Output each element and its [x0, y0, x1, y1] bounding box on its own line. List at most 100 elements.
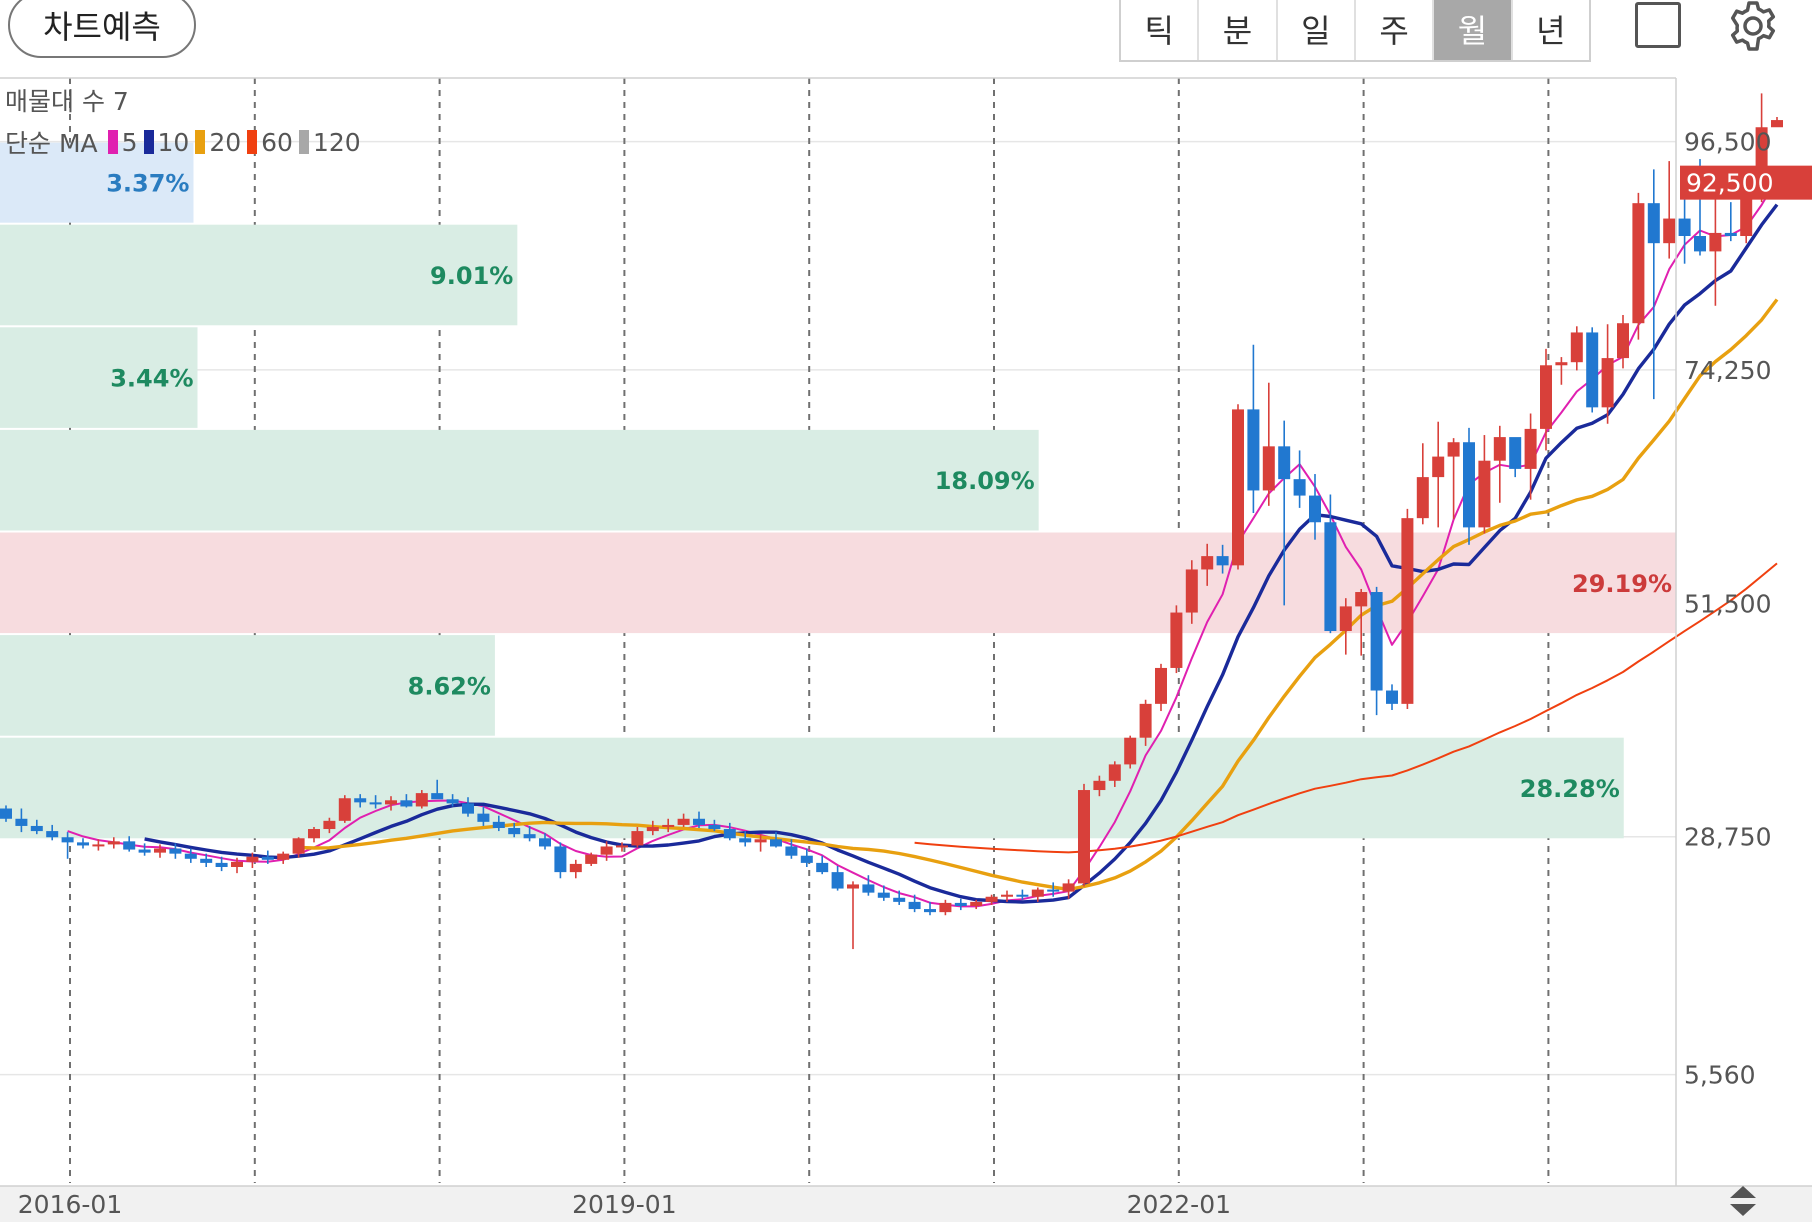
candle-body	[723, 829, 736, 839]
candle-body	[877, 892, 890, 898]
tab-period-tick[interactable]: 틱	[1121, 0, 1200, 60]
candle-body	[1663, 218, 1676, 244]
ma-line-60	[914, 562, 1778, 854]
candle-body	[785, 846, 798, 856]
fullscreen-icon[interactable]	[1635, 2, 1681, 48]
candle-body	[1216, 556, 1229, 566]
candle-body	[1478, 460, 1491, 528]
current-price-tag	[1680, 165, 1812, 200]
candle-body	[1047, 889, 1060, 892]
candle-body	[184, 853, 197, 859]
ma-legend-swatch	[143, 130, 154, 154]
volume-profile-bar	[0, 429, 1039, 531]
candle-body	[1232, 409, 1244, 566]
candle-body	[492, 821, 505, 829]
ma-legend-item-20[interactable]: 20	[195, 128, 241, 157]
tab-period-day[interactable]: 일	[1278, 0, 1356, 60]
ma-legend-swatch	[298, 130, 309, 154]
candle-body	[1355, 592, 1368, 607]
volume-profile-bar	[0, 224, 518, 326]
candle-body	[585, 854, 598, 864]
chart-predict-button[interactable]: 차트예측	[8, 0, 196, 58]
y-tick-label: 96,500	[1684, 128, 1771, 157]
candle-body	[400, 800, 413, 807]
period-tabs: 틱 분 일 주 월 년	[1119, 0, 1591, 62]
candle-body	[0, 808, 12, 819]
ma-legend-title: 단순 MA	[5, 129, 98, 158]
candle-body	[231, 861, 243, 867]
tab-period-week[interactable]: 주	[1356, 0, 1435, 60]
ma-legend-item-5[interactable]: 5	[107, 128, 138, 157]
candle-body	[1678, 218, 1691, 237]
candle-body	[893, 897, 906, 902]
candle-body	[1262, 446, 1275, 491]
updown-arrows-icon[interactable]	[1728, 1184, 1758, 1218]
candle-body	[1062, 883, 1075, 892]
candle-body	[246, 856, 259, 862]
candle-body	[1447, 442, 1460, 457]
y-tick-label: 74,250	[1684, 356, 1771, 385]
candle-body	[107, 841, 120, 845]
ma-line-10	[144, 203, 1779, 904]
volume-profile-bar	[0, 327, 198, 428]
x-tick-label: 2022-01	[1127, 1190, 1231, 1219]
candle-body	[1278, 446, 1291, 480]
candle-body	[277, 853, 290, 860]
volume-profile-pct: 3.37%	[106, 170, 189, 198]
x-tick-label: 2016-01	[18, 1190, 122, 1219]
candle-body	[431, 793, 444, 800]
ma-legend-item-60[interactable]: 60	[247, 128, 293, 157]
candle-body	[1401, 518, 1414, 704]
candle-body	[985, 896, 998, 902]
ma-legend-item-10[interactable]: 10	[143, 128, 189, 157]
candle-body	[1093, 780, 1106, 791]
tab-period-minute[interactable]: 분	[1199, 0, 1278, 60]
ma-legend-period: 60	[261, 127, 293, 157]
ma-legend-period: 20	[209, 127, 242, 157]
ma-legend[interactable]: 단순 MA 5 10 20 60 120	[5, 124, 367, 160]
ma-line-20	[298, 298, 1779, 892]
candle-body	[169, 848, 182, 854]
candle-body	[1247, 409, 1260, 491]
candle-body	[1001, 894, 1013, 897]
volume-profile-bar	[0, 737, 1624, 839]
candle-body	[154, 848, 166, 853]
candle-body	[600, 846, 613, 855]
candle-body	[292, 838, 305, 854]
candle-body	[754, 839, 767, 843]
candle-body	[831, 872, 844, 889]
candle-body	[61, 837, 74, 843]
candle-body	[338, 798, 351, 821]
candle-body	[1755, 127, 1768, 178]
candle-body	[970, 901, 983, 906]
candle-body	[1647, 203, 1660, 244]
candle-body	[508, 828, 521, 835]
tab-period-year[interactable]: 년	[1536, 12, 1566, 50]
candle-body	[1555, 362, 1568, 366]
candle-body	[693, 818, 705, 825]
candle-body	[847, 884, 859, 889]
candle-body	[1724, 232, 1737, 237]
candle-body	[569, 863, 582, 873]
candle-body	[1540, 365, 1552, 429]
ma-legend-swatch	[247, 130, 258, 154]
candle-body	[1432, 456, 1445, 478]
candle-body	[770, 839, 782, 847]
candle-body	[92, 844, 105, 847]
ma-legend-swatch	[195, 130, 206, 154]
volume-profile-bar	[0, 532, 1676, 634]
volume-profile-pct: 28.28%	[1520, 775, 1620, 803]
candle-body	[1293, 479, 1306, 496]
candle-body	[924, 909, 936, 913]
candle-body	[554, 846, 567, 873]
ma-legend-swatch	[107, 130, 118, 154]
candle-body	[308, 829, 320, 839]
ma-legend-item-120[interactable]: 120	[298, 128, 361, 157]
candle-body	[677, 818, 690, 825]
candle-body	[46, 831, 59, 838]
candle-body	[1416, 477, 1429, 519]
tab-period-month[interactable]: 월	[1434, 0, 1513, 60]
candle-body	[1493, 437, 1506, 461]
gear-icon[interactable]	[1725, 0, 1781, 54]
